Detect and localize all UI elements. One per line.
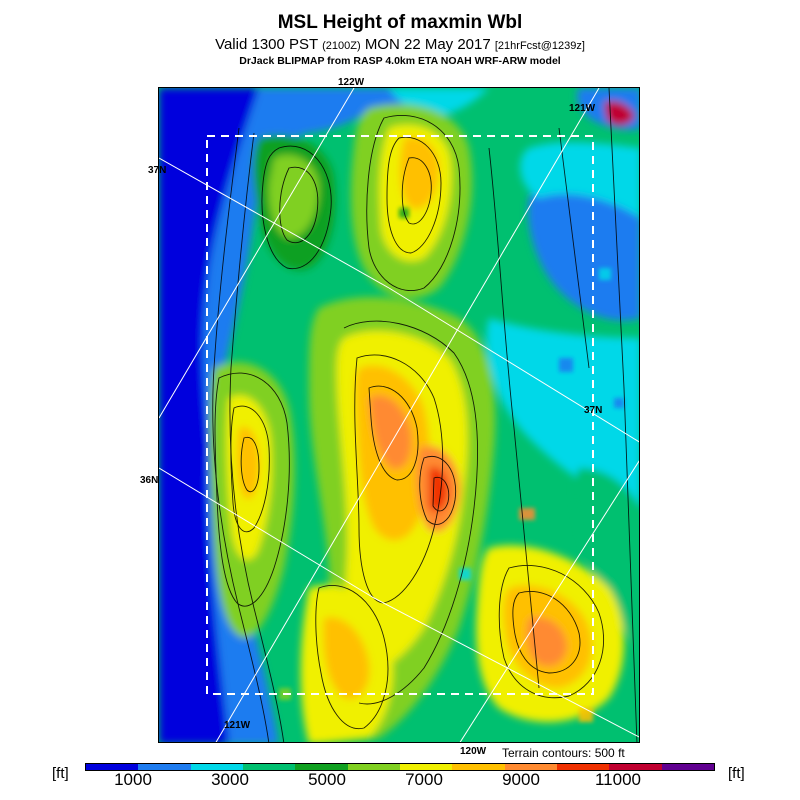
valid-date: MON 22 May 2017 (364, 36, 491, 53)
utc-time: (2100Z) (322, 40, 361, 52)
scale-tick-9000: 9000 (502, 770, 540, 789)
unit-label-left: [ft] (52, 765, 69, 782)
map-field (159, 88, 639, 742)
map-panel (158, 87, 640, 743)
color-scale-bar (85, 763, 715, 771)
unit-label-right: [ft] (728, 765, 745, 782)
color-swatch (399, 764, 453, 770)
lat-label-36n: 36N (140, 475, 159, 486)
lon-label-121w-bottom: 121W (224, 720, 251, 731)
scale-tick-1000: 1000 (114, 770, 152, 789)
lon-label-122w: 122W (338, 77, 365, 88)
lon-label-120w: 120W (460, 746, 487, 757)
scale-tick-7000: 7000 (405, 770, 443, 789)
chart-subtitle: Valid 1300 PST (2100Z) MON 22 May 2017 [… (0, 36, 800, 53)
scale-tick-3000: 3000 (211, 770, 249, 789)
color-swatch (138, 764, 191, 770)
lat-label-37n-left: 37N (148, 165, 167, 176)
valid-time: Valid 1300 PST (215, 36, 318, 53)
color-swatch (295, 764, 348, 770)
color-swatch (242, 764, 296, 770)
scale-tick-11000: 11000 (594, 770, 642, 789)
color-swatch (190, 764, 243, 770)
color-swatch (556, 764, 610, 770)
terrain-contour-note: Terrain contours: 500 ft (502, 746, 625, 760)
color-swatch (86, 764, 139, 770)
forecast-info: [21hrFcst@1239z] (494, 40, 585, 52)
color-swatch (661, 764, 714, 770)
model-credit: DrJack BLIPMAP from RASP 4.0km ETA NOAH … (239, 55, 561, 67)
lon-label-121w: 121W (569, 103, 596, 114)
color-swatch (452, 764, 505, 770)
color-swatch (504, 764, 557, 770)
scale-tick-5000: 5000 (308, 770, 346, 789)
chart-title: MSL Height of maxmin Wbl (277, 12, 523, 33)
lat-label-37n-right: 37N (584, 405, 603, 416)
color-swatch (347, 764, 400, 770)
color-swatch (609, 764, 662, 770)
